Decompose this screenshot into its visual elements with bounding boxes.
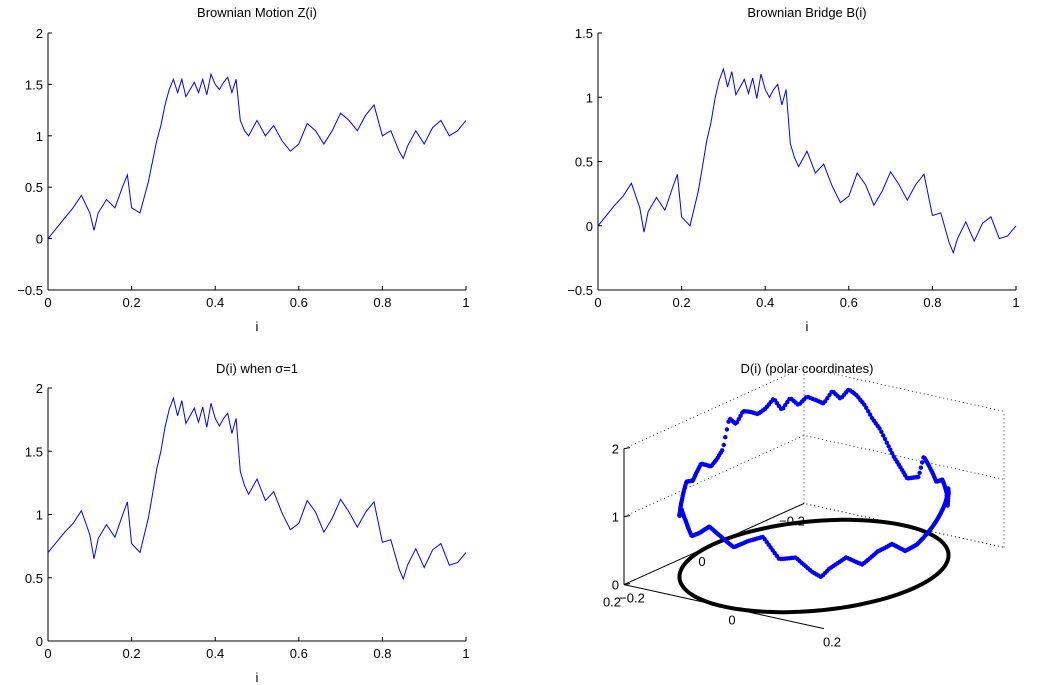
x-tick-label: 0.6 bbox=[290, 295, 308, 310]
x-tick-label: 1 bbox=[462, 646, 469, 661]
base-circle bbox=[677, 517, 951, 615]
y-tick-label-3d: −0.2 bbox=[619, 591, 645, 606]
trace-point bbox=[721, 442, 726, 448]
y-tick-label-3d: 0 bbox=[728, 613, 735, 628]
x-tick-label: 0.2 bbox=[673, 295, 691, 310]
series-line bbox=[47, 396, 467, 581]
trace-point bbox=[918, 465, 924, 470]
y-tick-label: 0 bbox=[36, 634, 43, 649]
trace-point bbox=[944, 496, 950, 501]
x-tick-label: 1 bbox=[462, 295, 469, 310]
panel-4-title: D(i) (polar coordinates) bbox=[741, 361, 874, 376]
x-tick-label: 0 bbox=[594, 295, 601, 310]
panel-3-plot-area: 0 0.2 0.4 0.6 0.8 1 0 0.5 1 1.5 2 bbox=[25, 381, 470, 661]
trace-point bbox=[888, 447, 893, 452]
x-tick-label: 0.4 bbox=[206, 295, 224, 310]
z-gridline bbox=[623, 366, 1005, 449]
panel-4-plot-area: 012−0.200.2−0.200.2 bbox=[603, 366, 1005, 650]
panel-d-sigma: D(i) when σ=1 0 0.2 0.4 0.6 0.8 1 0 0.5 1 1.5 2 i bbox=[25, 361, 470, 685]
trace-point bbox=[869, 415, 875, 421]
z-tick bbox=[623, 515, 631, 518]
y-tick-label: 1 bbox=[586, 90, 593, 105]
y-tick-label: −0.5 bbox=[567, 283, 593, 298]
y-tick-label: 1.5 bbox=[575, 26, 593, 41]
trace-point bbox=[945, 503, 950, 508]
x-tick-label: 1 bbox=[1012, 295, 1019, 310]
trace-point bbox=[920, 460, 925, 465]
trace-points bbox=[677, 387, 951, 579]
trace-point bbox=[866, 409, 871, 414]
grid-3d bbox=[623, 366, 1005, 585]
x-tick-label: 0.6 bbox=[290, 646, 308, 661]
panel-3-title: D(i) when σ=1 bbox=[216, 361, 298, 376]
y-tick-label: 1 bbox=[36, 129, 43, 144]
trace-point bbox=[924, 531, 929, 536]
y-tick-label: −0.5 bbox=[17, 283, 43, 298]
panel-1-xlabel: i bbox=[256, 319, 259, 334]
y-tick-label: 1.5 bbox=[25, 444, 43, 459]
panel-1-plot-area: 0 0.2 0.4 0.6 0.8 1−0.500.511.52 bbox=[17, 26, 469, 310]
trace-point bbox=[736, 416, 741, 422]
y-tick-label: 1 bbox=[36, 508, 43, 523]
x-tick-label: 0.8 bbox=[923, 295, 941, 310]
panel-1-title: Brownian Motion Z(i) bbox=[197, 5, 317, 20]
panel-2-plot-area: 0 0.2 0.4 0.6 0.8 1−0.500.511.5 bbox=[567, 26, 1019, 310]
z-tick-label: 2 bbox=[612, 442, 619, 457]
z-tick bbox=[623, 447, 631, 450]
trace-point bbox=[740, 410, 745, 415]
trace-point bbox=[724, 427, 730, 432]
trace-point bbox=[827, 392, 832, 398]
trace-point bbox=[825, 396, 830, 401]
panel-polar-3d: D(i) (polar coordinates) 012−0.200.2−0.2… bbox=[603, 361, 1005, 650]
trace-point bbox=[867, 412, 873, 417]
trace-point bbox=[944, 493, 949, 498]
z-tick-label: 0 bbox=[612, 578, 619, 593]
y-tick-label: 0 bbox=[36, 232, 43, 247]
trace-point bbox=[886, 444, 891, 449]
y-tick-label-3d: 0.2 bbox=[823, 635, 841, 650]
y-tick-label: 2 bbox=[36, 381, 43, 396]
panel-3-xlabel: i bbox=[256, 670, 259, 685]
x-tick-label: 0.4 bbox=[756, 295, 774, 310]
series-line bbox=[597, 67, 1017, 255]
trace-point bbox=[945, 499, 950, 505]
trace-point bbox=[879, 429, 884, 434]
y-tick-label: 0.5 bbox=[25, 180, 43, 195]
panel-2-title: Brownian Bridge B(i) bbox=[747, 5, 866, 20]
trace-point bbox=[723, 435, 728, 440]
x-tick-label: 0.8 bbox=[373, 646, 391, 661]
z-tick-label: 1 bbox=[612, 510, 619, 525]
trace-point bbox=[917, 470, 922, 475]
panel-brownian-bridge: Brownian Bridge B(i) 0 0.2 0.4 0.6 0.8 1−0.50… bbox=[567, 5, 1019, 334]
series-line bbox=[47, 72, 467, 239]
x-tick-label: 0.4 bbox=[206, 646, 224, 661]
x-tick-label: 0 bbox=[44, 646, 51, 661]
trace-point bbox=[921, 455, 926, 460]
x-tick-label: 0.2 bbox=[123, 646, 141, 661]
trace-point bbox=[726, 419, 731, 424]
x-tick-label: 0.2 bbox=[123, 295, 141, 310]
x-tick-label: 0.6 bbox=[840, 295, 858, 310]
y-tick-label: 0.5 bbox=[25, 571, 43, 586]
z-tick bbox=[623, 583, 631, 586]
trace-point bbox=[889, 451, 895, 456]
y-tick-label: 1.5 bbox=[25, 77, 43, 92]
panel-2-xlabel: i bbox=[806, 319, 809, 334]
trace-point bbox=[829, 389, 834, 395]
x-tick-label: 0 bbox=[44, 295, 51, 310]
x-tick-label-3d: 0 bbox=[698, 554, 705, 569]
x-tick-label-3d: 0.2 bbox=[603, 595, 621, 610]
trace-point bbox=[882, 436, 888, 442]
trace-point bbox=[891, 454, 896, 459]
trace-point bbox=[881, 433, 886, 438]
y-tick-label: 0 bbox=[586, 219, 593, 234]
panel-brownian-motion: Brownian Motion Z(i) 0 0.2 0.4 0.6 0.8 1−0.50… bbox=[17, 5, 469, 334]
y-tick-label: 2 bbox=[36, 26, 43, 41]
x-tick-label: 0.8 bbox=[373, 295, 391, 310]
y-tick-label: 0.5 bbox=[575, 155, 593, 170]
trace-point bbox=[884, 440, 889, 445]
trace-point bbox=[738, 413, 743, 418]
